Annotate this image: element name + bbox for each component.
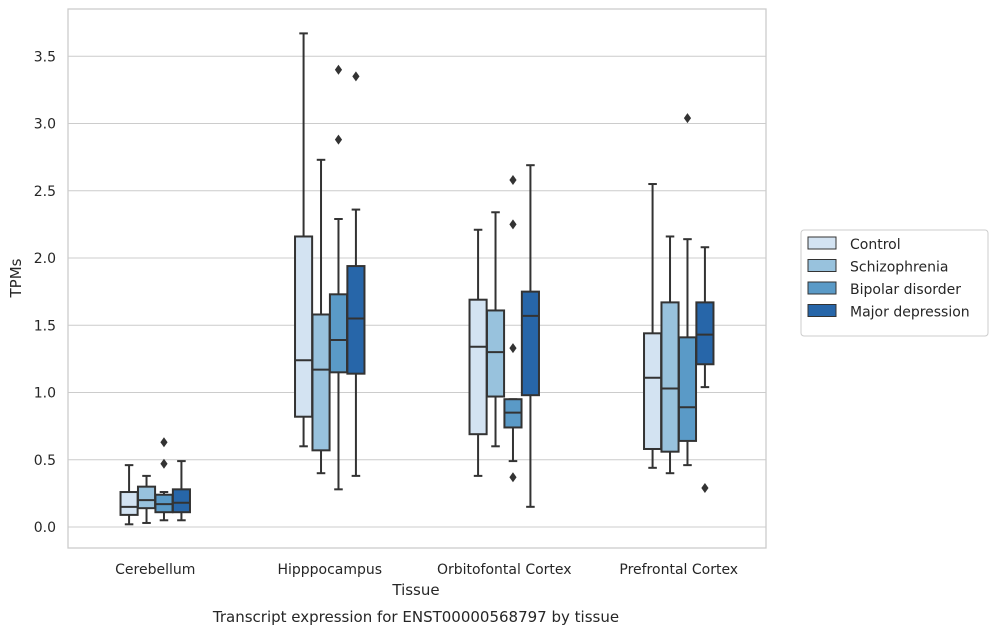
legend-swatch: [807, 304, 837, 317]
outlier-marker: [701, 482, 709, 493]
box-control: [643, 183, 663, 469]
box-major-depression: [171, 460, 191, 522]
iqr-box: [677, 336, 698, 442]
plot-frame: [67, 8, 767, 549]
iqr-box: [294, 235, 314, 418]
outlier-marker: [509, 472, 517, 483]
iqr-box: [695, 301, 715, 366]
y-tick-labels: 0.0 0.5 1.0 1.5 2.0 2.5 3.0 3.5: [34, 49, 56, 536]
x-tick-label: Hipppocampus: [277, 562, 382, 578]
outlier-marker: [509, 343, 517, 354]
legend-label: Schizophrenia: [850, 260, 948, 276]
box-control: [119, 464, 139, 526]
legend-swatch: [807, 281, 837, 295]
outlier-marker: [334, 64, 343, 75]
x-tick-label: Prefrontal Cortex: [619, 562, 738, 578]
outlier-marker: [683, 113, 692, 124]
legend-label: Bipolar disorder: [850, 282, 961, 298]
iqr-box: [119, 491, 139, 516]
box-control: [468, 228, 488, 477]
legend: Control Schizophrenia Bipolar disorder Majo…: [800, 229, 989, 337]
chart-caption: Transcript expression for ENST0000056879…: [212, 608, 619, 626]
x-tick-label: Orbitofontal Cortex: [437, 562, 572, 578]
box-major-depression: [346, 71, 366, 477]
iqr-box: [643, 332, 663, 450]
iqr-box: [346, 265, 366, 375]
legend-label: Major depression: [850, 305, 970, 321]
legend-swatch: [807, 236, 837, 250]
legend-label: Control: [850, 237, 901, 253]
iqr-box: [136, 485, 157, 510]
iqr-box: [468, 298, 488, 436]
box-major-depression: [695, 246, 715, 493]
iqr-box: [311, 313, 331, 452]
box-major-depression: [520, 164, 540, 508]
plot-border: [67, 8, 767, 549]
box-bipolar-disorder: [503, 174, 523, 483]
y-axis-label: TPMs: [7, 258, 25, 298]
box-schizophrenia: [660, 235, 680, 475]
y-tick-label: 3.5: [34, 49, 56, 65]
box-control: [294, 32, 314, 448]
x-axis-label: Tissue: [391, 581, 439, 599]
box-bipolar-disorder: [328, 64, 349, 491]
y-tick-label: 1.5: [34, 318, 56, 334]
outlier-marker: [509, 174, 517, 185]
x-tick-label: Cerebellum: [115, 562, 195, 578]
iqr-box: [485, 309, 506, 398]
legend-box: [800, 229, 989, 337]
box-series: [119, 32, 715, 526]
iqr-box: [520, 290, 540, 397]
y-tick-label: 0.5: [34, 453, 56, 469]
outlier-marker: [160, 437, 168, 448]
outlier-marker: [160, 458, 168, 469]
x-tick-labels: Cerebellum Hipppocampus Orbitofontal Corte…: [115, 562, 738, 578]
box-schizophrenia: [485, 211, 506, 448]
iqr-box: [171, 488, 191, 514]
y-tick-label: 2.5: [34, 184, 56, 200]
legend-swatch: [807, 259, 837, 272]
box-bipolar-disorder: [154, 437, 174, 522]
box-bipolar-disorder: [677, 113, 698, 467]
gridlines: [68, 55, 766, 528]
y-tick-label: 3.0: [34, 117, 56, 133]
outlier-marker: [334, 134, 343, 145]
y-tick-label: 0.0: [34, 520, 56, 536]
outlier-marker: [509, 219, 517, 230]
iqr-box: [660, 301, 680, 453]
y-tick-label: 1.0: [34, 386, 56, 402]
y-tick-label: 2.0: [34, 251, 56, 267]
box-schizophrenia: [136, 474, 157, 524]
box-schizophrenia: [311, 158, 331, 475]
outlier-marker: [352, 71, 360, 82]
iqr-box: [328, 293, 349, 374]
